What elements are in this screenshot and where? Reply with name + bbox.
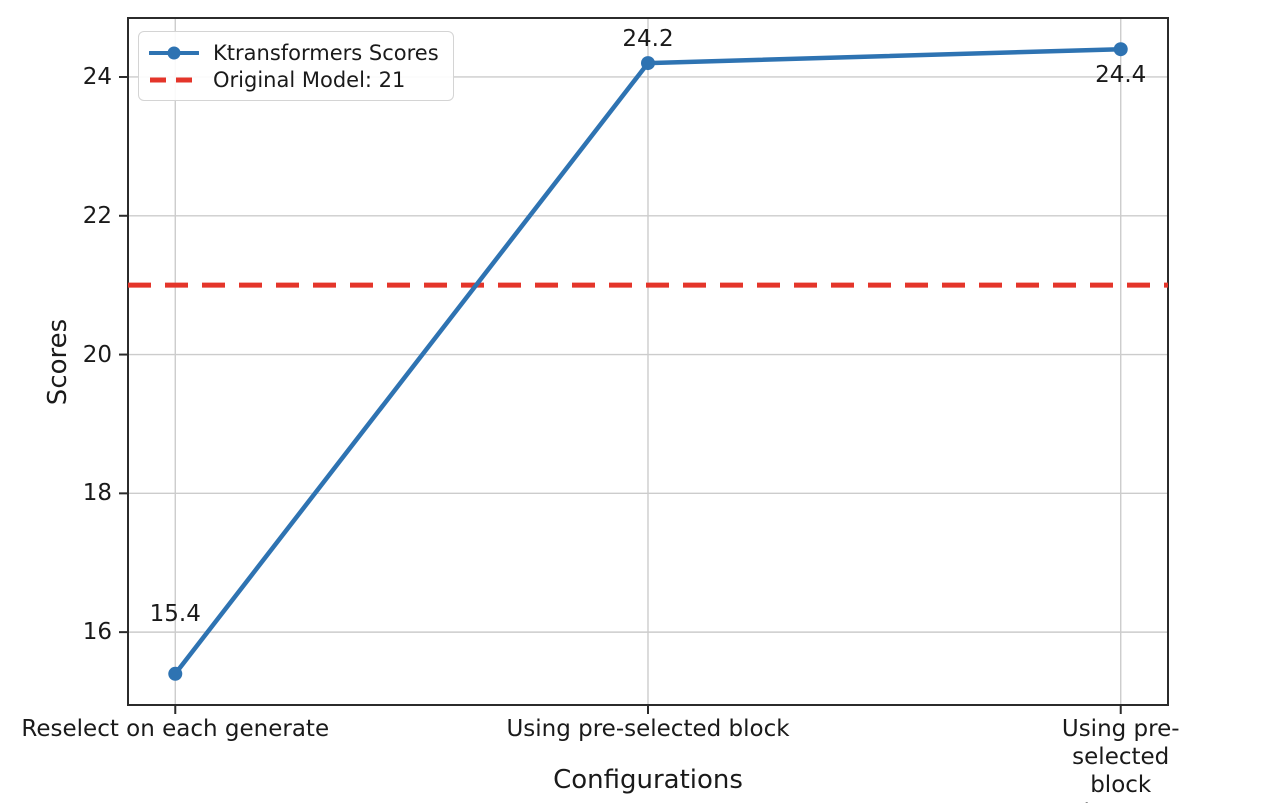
x-tick-label: Using pre-selected block First two layer… [1061,716,1180,803]
y-tick-label: 16 [82,619,112,646]
legend: Ktransformers Scores Original Model: 21 [138,31,454,101]
line-marker-icon [149,46,199,60]
legend-item-series: Ktransformers Scores [149,41,441,65]
legend-item-reference: Original Model: 21 [149,68,441,92]
x-tick-label: Using pre-selected block [506,716,790,742]
point-value-label: 15.4 [149,600,201,627]
x-axis-label: Configurations [553,765,743,795]
point-value-label: 24.4 [1095,62,1147,89]
legend-label-series: Ktransformers Scores [213,40,439,65]
data-point-marker [168,666,183,681]
x-tick-label: Reselect on each generate [21,716,330,742]
y-tick-label: 18 [82,480,112,507]
legend-label-reference: Original Model: 21 [213,67,406,92]
dashed-line-icon [149,73,199,87]
y-tick-label: 24 [82,63,112,90]
data-point-marker [1113,42,1128,57]
y-tick-label: 22 [82,202,112,229]
data-point-marker [641,56,655,71]
y-tick-label: 20 [82,341,112,368]
point-value-label: 24.2 [622,26,674,53]
